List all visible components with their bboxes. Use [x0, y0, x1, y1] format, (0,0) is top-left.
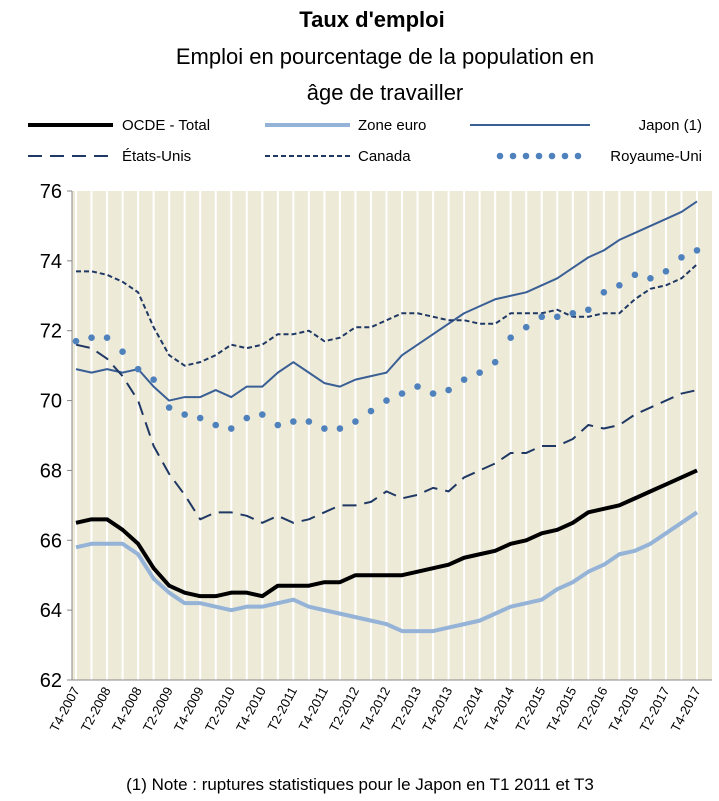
data-point	[212, 421, 220, 429]
data-point	[585, 306, 592, 314]
data-point	[196, 414, 204, 422]
data-line	[75, 468, 698, 599]
legend-swatch	[548, 152, 556, 160]
data-point	[491, 358, 499, 366]
data-point	[507, 334, 514, 342]
data-point	[631, 271, 639, 279]
chart-subtitle: Emploi en pourcentage de la population e…	[176, 44, 594, 69]
data-point	[398, 390, 406, 397]
legend-label: Zone euro	[358, 117, 426, 134]
data-point	[134, 365, 142, 373]
legend-swatch	[522, 152, 530, 160]
chart-title: Taux d'emploi	[299, 7, 444, 32]
data-point	[569, 309, 577, 317]
legend-label: Royaume-Uni	[610, 148, 702, 165]
legend-label: États-Unis	[122, 148, 191, 165]
data-point	[150, 376, 157, 383]
data-point	[290, 418, 297, 425]
y-tick-label: 68	[40, 460, 62, 482]
y-tick-label: 64	[40, 600, 62, 622]
data-point	[259, 411, 266, 418]
data-point	[693, 247, 701, 254]
y-tick-label: 74	[40, 251, 62, 273]
legend-label: Canada	[358, 148, 411, 165]
y-tick-label: 70	[40, 391, 62, 413]
data-point	[243, 414, 251, 422]
data-point	[274, 421, 282, 429]
data-point	[647, 275, 654, 282]
y-tick-label: 72	[40, 321, 62, 343]
data-point	[227, 425, 235, 432]
data-point	[522, 323, 530, 331]
data-point	[460, 376, 468, 383]
data-point	[616, 282, 623, 289]
data-point	[367, 407, 375, 415]
data-line	[75, 510, 699, 634]
legend-swatch	[496, 152, 504, 160]
y-tick-label: 76	[40, 181, 62, 203]
data-point	[103, 334, 111, 342]
data-point	[321, 425, 328, 432]
legend-label: OCDE - Total	[122, 117, 210, 134]
data-point	[352, 418, 359, 425]
data-point	[305, 418, 313, 425]
data-point	[72, 337, 80, 345]
x-tick-label: T4-2017	[668, 684, 704, 734]
data-point	[336, 425, 344, 432]
footnote: (1) Note : ruptures statistiques pour le…	[126, 775, 594, 794]
data-point	[662, 268, 670, 275]
data-point	[429, 390, 437, 397]
data-point	[678, 254, 685, 261]
plot-area	[72, 191, 712, 680]
y-tick-label: 66	[40, 530, 62, 552]
data-point	[165, 404, 173, 411]
chart-subtitle: âge de travailler	[307, 80, 464, 105]
data-point	[88, 334, 95, 342]
data-point	[119, 348, 126, 355]
data-point	[383, 397, 390, 404]
y-tick-label: 62	[40, 670, 62, 692]
legend-swatch	[509, 152, 517, 160]
data-line	[75, 343, 698, 524]
legend-swatch	[535, 152, 543, 160]
legend-label: Japon (1)	[639, 117, 702, 134]
data-point	[538, 313, 546, 321]
data-point	[445, 386, 452, 394]
data-point	[181, 411, 188, 418]
legend-swatch	[561, 152, 569, 160]
data-point	[553, 313, 561, 321]
data-point	[414, 383, 421, 390]
legend-swatch	[574, 152, 582, 160]
data-point	[476, 369, 483, 376]
data-point	[600, 288, 608, 296]
data-line	[75, 200, 698, 402]
